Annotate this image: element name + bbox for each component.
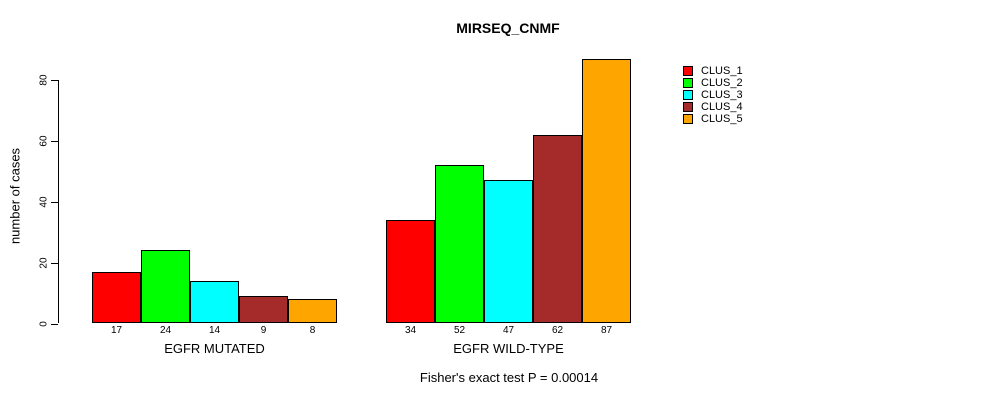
y-tick-mark xyxy=(51,262,58,264)
legend-swatch-clus_4 xyxy=(683,102,693,112)
bar-clus_2-egfr-mutated xyxy=(141,250,190,324)
bar-value-label: 8 xyxy=(309,325,316,336)
bar-clus_1-egfr-wild-type xyxy=(386,219,435,324)
y-tick-label: 40 xyxy=(38,196,50,208)
legend-label-clus_3: CLUS_3 xyxy=(701,89,743,101)
legend-label-clus_4: CLUS_4 xyxy=(701,101,743,113)
chart-title: MIRSEQ_CNMF xyxy=(456,20,560,36)
bar-value-label: 14 xyxy=(208,325,221,336)
y-tick-mark xyxy=(51,140,58,142)
legend-swatch-clus_2 xyxy=(683,78,693,88)
bar-value-label: 52 xyxy=(453,325,466,336)
bar-value-label: 17 xyxy=(110,325,123,336)
legend-swatch-clus_5 xyxy=(683,114,693,124)
bar-clus_1-egfr-mutated xyxy=(92,271,141,324)
bar-clus_4-egfr-wild-type xyxy=(533,134,582,324)
bar-clus_5-egfr-mutated xyxy=(288,299,337,324)
legend-swatch-clus_1 xyxy=(683,66,693,76)
y-tick-label: 20 xyxy=(38,257,50,269)
bar-clus_3-egfr-mutated xyxy=(190,280,239,324)
bar-clus_3-egfr-wild-type xyxy=(484,180,533,324)
y-tick-mark xyxy=(51,201,58,203)
y-axis-line xyxy=(58,79,59,324)
annotation-text: Fisher's exact test P = 0.00014 xyxy=(419,370,599,385)
bar-value-label: 87 xyxy=(600,325,613,336)
legend-label-clus_5: CLUS_5 xyxy=(701,113,743,125)
bar-value-label: 9 xyxy=(260,325,267,336)
bar-clus_4-egfr-mutated xyxy=(239,296,288,324)
y-tick-label: 0 xyxy=(38,320,50,327)
bar-clus_5-egfr-wild-type xyxy=(582,58,631,324)
bar-clus_2-egfr-wild-type xyxy=(435,165,484,324)
legend-label-clus_2: CLUS_2 xyxy=(701,77,743,89)
y-tick-mark xyxy=(51,79,58,81)
y-tick-label: 80 xyxy=(38,74,50,86)
group-label: EGFR WILD-TYPE xyxy=(453,341,564,356)
group-label: EGFR MUTATED xyxy=(164,341,265,356)
y-tick-mark xyxy=(51,323,58,325)
legend-label-clus_1: CLUS_1 xyxy=(701,65,743,77)
legend-swatch-clus_3 xyxy=(683,90,693,100)
bar-value-label: 34 xyxy=(404,325,417,336)
y-tick-label: 60 xyxy=(38,135,50,147)
bar-value-label: 24 xyxy=(159,325,172,336)
bar-value-label: 62 xyxy=(551,325,564,336)
bar-value-label: 47 xyxy=(502,325,515,336)
